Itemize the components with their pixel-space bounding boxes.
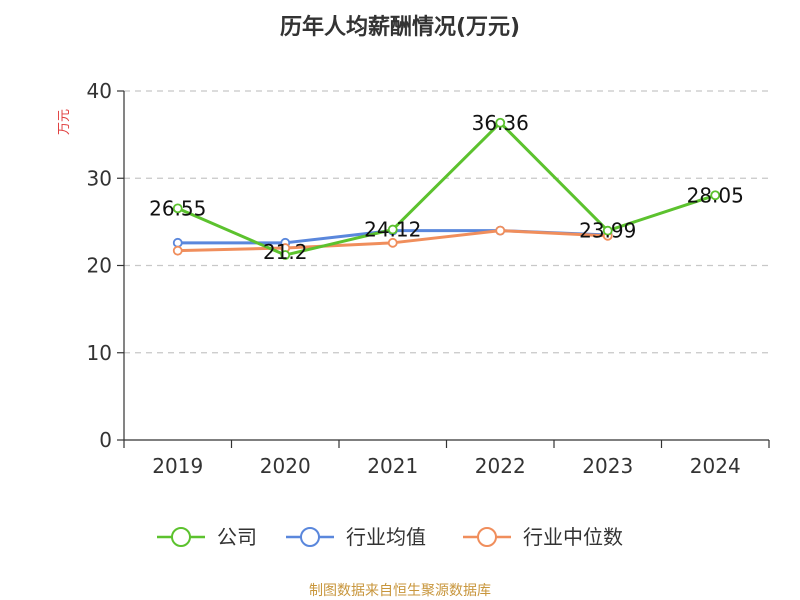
legend: 公司 行业均值 行业中位数	[157, 525, 623, 549]
grid-lines	[124, 90, 769, 354]
y-tick-label: 0	[99, 428, 112, 452]
legend-marker	[171, 527, 191, 547]
data-point	[172, 237, 183, 248]
data-label: 21.2	[263, 240, 308, 264]
data-label: 28.05	[687, 183, 744, 207]
data-point	[495, 225, 506, 236]
data-label: 23.99	[579, 219, 636, 243]
legend-marker	[477, 527, 497, 547]
data-label: 24.12	[364, 218, 421, 242]
data-point	[495, 117, 506, 128]
legend-label: 行业中位数	[523, 525, 623, 549]
chart-title: 历年人均薪酬情况(万元)	[280, 14, 520, 40]
legend-label: 公司	[217, 525, 257, 549]
x-tick-label: 2019	[152, 454, 203, 478]
x-tick-label: 2021	[367, 454, 418, 478]
data-label: 26.55	[149, 196, 206, 220]
data-point	[387, 224, 398, 235]
data-labels: 26.55 21.2 24.12 36.36 23.99 28.05	[149, 111, 744, 264]
source-note: 制图数据来自恒生聚源数据库	[309, 583, 491, 599]
data-point	[710, 190, 721, 201]
y-tick-label: 40	[87, 79, 112, 103]
data-point	[280, 250, 291, 260]
x-tick-label: 2024	[690, 454, 741, 478]
y-tick-label: 30	[87, 166, 112, 190]
series-line	[177, 121, 716, 257]
data-point	[602, 225, 613, 236]
legend-label: 行业均值	[346, 525, 426, 549]
x-tick-label: 2022	[475, 454, 526, 478]
legend-item[interactable]: 行业中位数	[463, 525, 623, 549]
y-axis-label: 万元	[57, 109, 72, 135]
x-tick-label: 2023	[582, 454, 633, 478]
series-group	[172, 117, 721, 260]
legend-marker	[300, 527, 320, 547]
legend-item[interactable]: 公司	[157, 525, 257, 549]
legend-item[interactable]: 行业均值	[286, 525, 426, 549]
data-point	[172, 203, 183, 214]
x-tick-label: 2020	[260, 454, 311, 478]
axes: 0 10 20 30 40 2019 2020 2021 2022 2023 2024	[87, 79, 770, 478]
data-point	[172, 245, 183, 256]
y-tick-label: 20	[87, 254, 112, 278]
data-point	[387, 237, 398, 248]
y-tick-label: 10	[87, 341, 112, 365]
data-label: 36.36	[472, 111, 529, 135]
